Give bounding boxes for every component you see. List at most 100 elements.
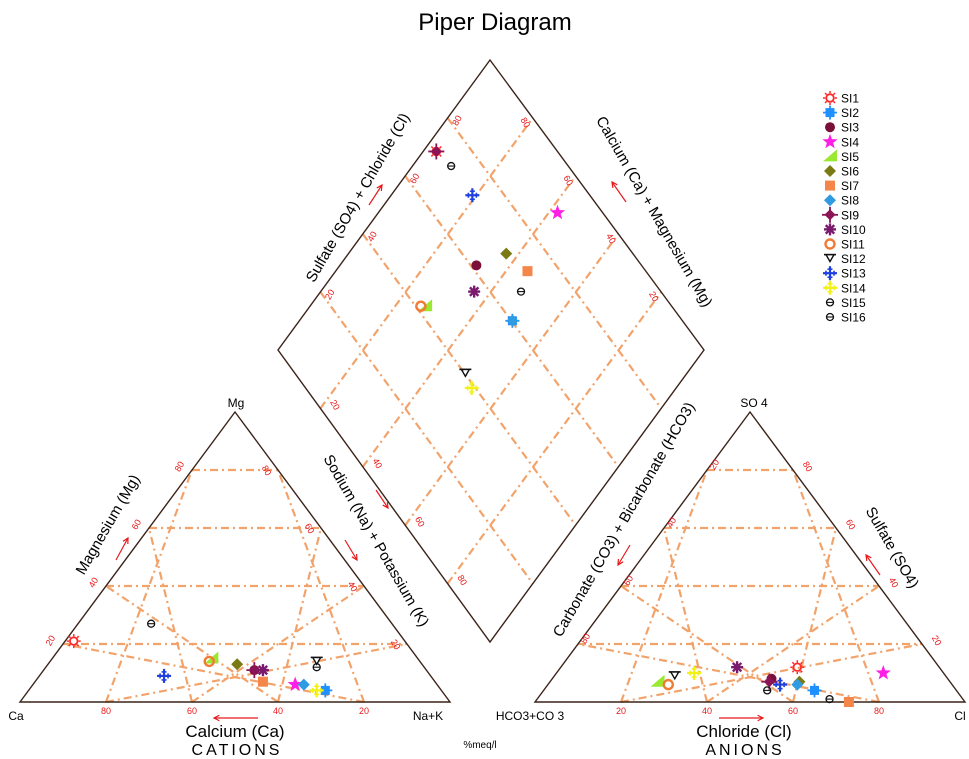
legend-label-si10: SI10: [841, 223, 866, 237]
cation-nak-arrow-head: [351, 553, 358, 562]
anion-point-si15: [763, 686, 772, 695]
cation-point-si13: [157, 668, 172, 683]
legend: SI1SI2SI3SI4SI5SI6SI7SI8SI9SI10SI11SI12S…: [822, 91, 866, 325]
legend-marker-si7: [825, 180, 835, 191]
anion-left-arrow-head: [617, 558, 624, 567]
anion-cl-arrow-head: [757, 714, 765, 722]
anion-point-si1: [790, 660, 805, 675]
diamond-grid-line: [446, 291, 663, 585]
diamond-tick-label: 40: [365, 230, 379, 244]
cation-ca-arrow-head: [212, 714, 220, 722]
cation-grid-line: [276, 469, 366, 703]
anion-vertex-cl: Cl: [954, 709, 965, 723]
legend-marker-si3: [825, 122, 835, 133]
cation-tick-label: 80: [260, 464, 274, 478]
legend-label-si14: SI14: [841, 281, 866, 295]
anion-grid-line: [662, 527, 709, 703]
cation-tick-label: 40: [346, 580, 360, 594]
cation-point-si6: [231, 658, 244, 671]
anion-tick-label: 80: [874, 706, 884, 716]
diamond-point-si16: [516, 287, 526, 296]
legend-label-si9: SI9: [841, 208, 859, 222]
cation-point-si14: [309, 683, 324, 698]
diagram-title: Piper Diagram: [418, 9, 571, 36]
anion-point-si2: [807, 683, 822, 698]
anion-grid-line: [619, 469, 709, 703]
diamond-left-arrow-head: [376, 183, 383, 192]
cation-point-si1: [66, 634, 81, 649]
legend-marker-si11: [824, 238, 836, 250]
legend-marker-si12: [824, 253, 836, 264]
legend-label-si2: SI2: [841, 106, 859, 120]
anion-point-si10: [731, 661, 744, 674]
diamond-grid-line: [361, 175, 577, 468]
anions-caption: ANIONS: [705, 742, 784, 759]
cation-tick-label: 60: [187, 706, 197, 716]
diamond-tick-label: 20: [328, 398, 342, 412]
anion-outline: [533, 410, 967, 703]
anion-point-si8: [791, 678, 804, 691]
diamond-outline: [277, 58, 705, 644]
cations-caption: CATIONS: [192, 742, 283, 759]
anion-tick-label: 20: [708, 458, 722, 472]
cation-tick-label: 60: [130, 518, 144, 532]
anion-vertex-so4: SO 4: [740, 396, 768, 410]
legend-marker-si16: [825, 312, 835, 322]
cation-tick-label: 20: [359, 706, 369, 716]
anion-tick-label: 80: [579, 632, 593, 646]
cation-point-si8: [297, 678, 310, 691]
diamond-left-axis-title: Sulfate (SO4) + Chloride (Cl): [303, 110, 414, 285]
anion-grid-line: [791, 527, 838, 703]
anion-point-si13: [773, 677, 788, 692]
diamond-right-axis-title: Calcium (Ca) + Magnesium (Mg): [592, 113, 715, 310]
cation-outline: [18, 410, 452, 703]
anion-tick-label: 20: [930, 634, 944, 648]
legend-label-si11: SI11: [841, 238, 865, 252]
diamond-tick-label: 80: [450, 114, 464, 128]
cation-tick-label: 60: [303, 522, 317, 536]
cation-bottom-axis-title: Calcium (Ca): [185, 722, 284, 741]
anion-tick-label: 20: [616, 706, 626, 716]
diamond-point-si8: [506, 314, 519, 327]
cation-grid-line: [104, 469, 194, 703]
cation-grid-line: [105, 642, 408, 704]
legend-label-si7: SI7: [841, 179, 859, 193]
anion-vertex-hco3co3: HCO3+CO 3: [496, 709, 565, 723]
cation-tick-label: 20: [389, 638, 403, 652]
anion-point-si9: [761, 673, 778, 690]
cation-point-si16: [312, 663, 321, 672]
legend-label-si5: SI5: [841, 150, 859, 164]
cation-grid-line: [105, 585, 279, 703]
anion-tick-label: 80: [801, 460, 815, 474]
diamond-point-si11: [415, 300, 427, 312]
diamond-right-arrow: [611, 181, 627, 203]
diamond-point-si7: [522, 266, 533, 277]
legend-marker-si14: [823, 280, 837, 295]
diamond-tick-label: 20: [323, 288, 337, 302]
diamond-tick-label: 20: [647, 290, 661, 304]
diamond-point-si9: [428, 143, 445, 160]
diamond-grid-line: [319, 117, 534, 410]
diamond-right-arrow-head: [611, 180, 618, 189]
cation-vertex-ca: Ca: [8, 709, 24, 723]
anion-bottom-axis-title: Chloride (Cl): [696, 722, 791, 741]
cation-grid-line: [191, 585, 365, 703]
cation-mg-arrow-head: [122, 536, 129, 545]
diamond-lower-arrow: [375, 489, 389, 509]
anion-left-arrow: [617, 544, 631, 566]
anion-grid-line: [706, 585, 880, 703]
cation-tick-label: 80: [173, 460, 187, 474]
diamond-tick-label: 60: [561, 174, 575, 188]
tick-labels: 80 20 20 60 40 40 40 60 60 20 80 80 20 20 80 40 40 60 60 60…: [44, 114, 944, 716]
cation-point-si11: [203, 655, 215, 668]
grid-lines: [62, 117, 923, 704]
legend-label-si3: SI3: [841, 121, 859, 135]
legend-label-si1: SI1: [841, 92, 859, 106]
legend-label-si4: SI4: [841, 135, 859, 149]
direction-arrows: [115, 180, 881, 722]
anion-point-si5: [650, 674, 665, 687]
diamond-point-si15: [447, 161, 456, 171]
anion-right-arrow: [865, 554, 881, 576]
diamond-tick-label: 40: [371, 456, 385, 470]
